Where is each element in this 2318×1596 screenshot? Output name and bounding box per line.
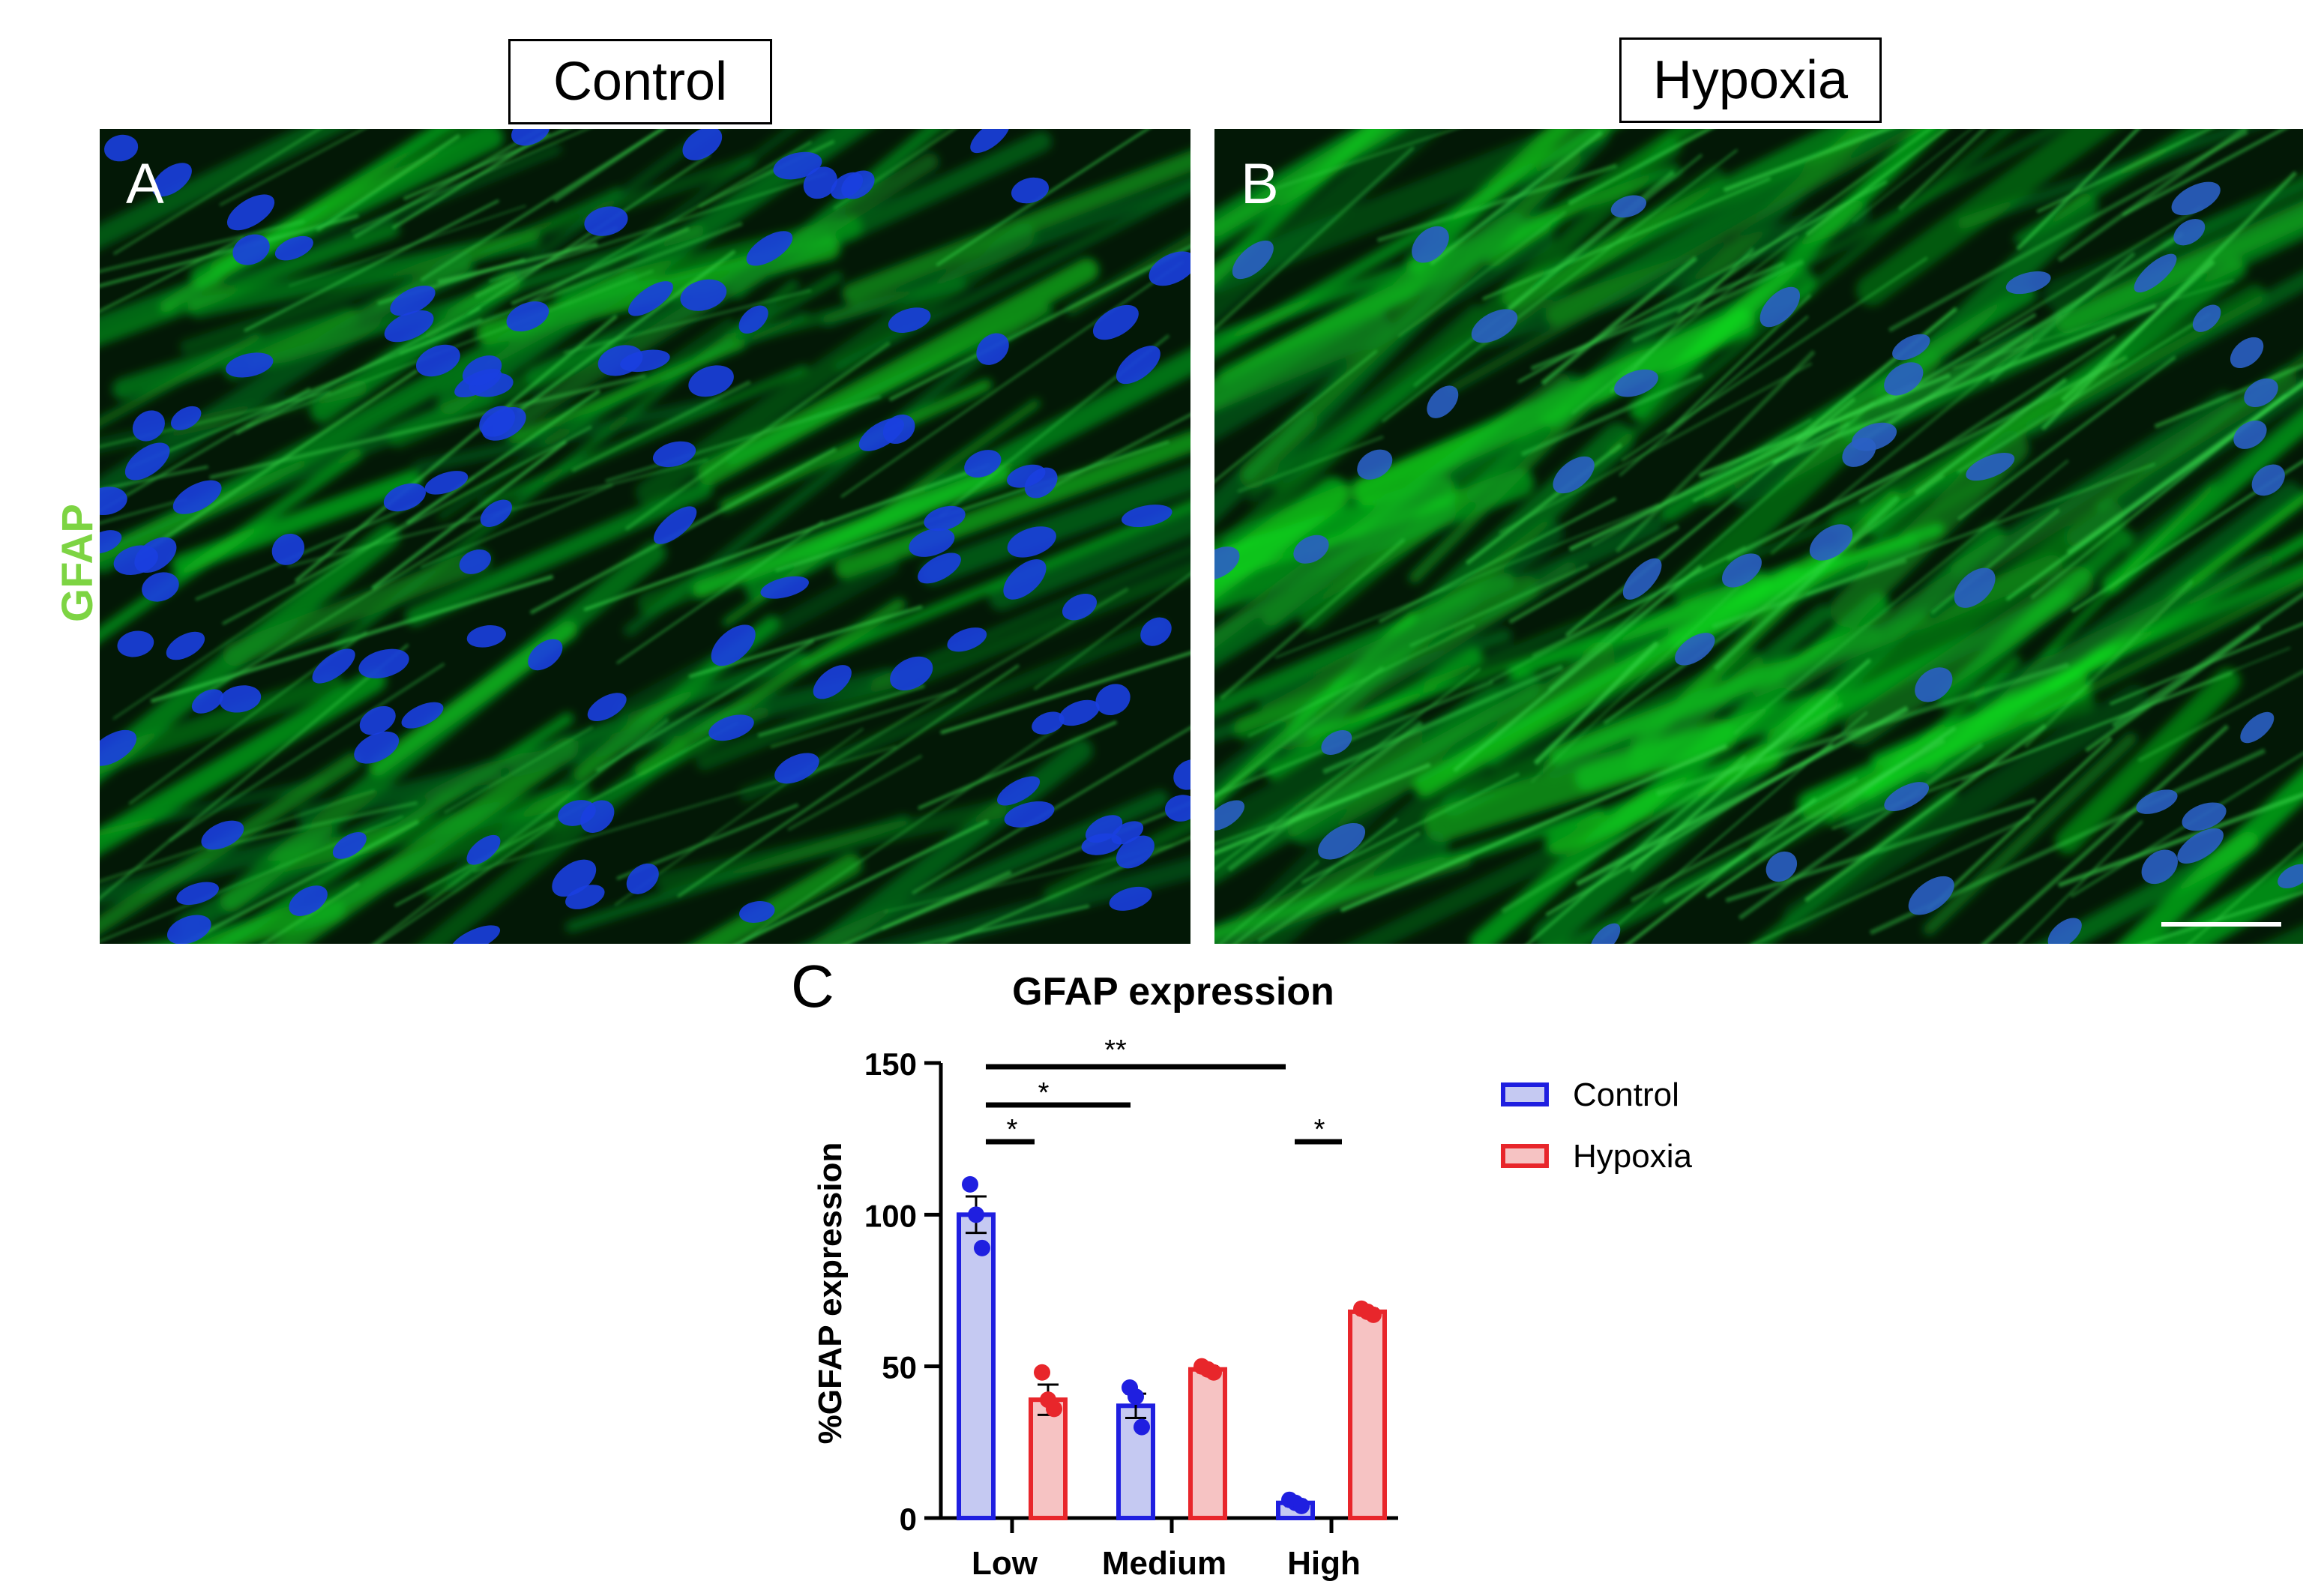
control-condition-label: Control: [508, 39, 772, 124]
data-point: [1134, 1418, 1150, 1436]
hypoxia-micrograph: B: [1214, 129, 2303, 944]
nuclei: [1214, 181, 2303, 944]
x-tick-label: High: [1287, 1545, 1361, 1582]
data-point: [968, 1206, 984, 1223]
bar-hypoxia-medium: [1188, 1367, 1227, 1520]
hypoxia-condition-label: Hypoxia: [1619, 37, 1882, 123]
x-tick-label: Low: [972, 1545, 1038, 1582]
y-axis-label: %GFAP expression: [812, 1142, 849, 1445]
data-point: [962, 1175, 978, 1193]
legend-swatch-hypoxia: [1501, 1144, 1549, 1168]
legend-label-control: Control: [1573, 1076, 1679, 1113]
data-point: [1205, 1364, 1222, 1381]
hypoxia-micrograph-image: [1214, 129, 2303, 944]
data-point: [1128, 1388, 1144, 1406]
control-micrograph-image: [100, 129, 1190, 944]
legend-label-hypoxia: Hypoxia: [1573, 1138, 1692, 1175]
x-tick-label: Medium: [1102, 1545, 1226, 1582]
data-point: [1034, 1364, 1050, 1381]
y-tick-label: 0: [900, 1502, 917, 1537]
significance-low-vs-high-label: **: [1104, 1035, 1127, 1066]
data-point: [1365, 1306, 1382, 1323]
data-point: [1046, 1400, 1062, 1418]
data-point: [1293, 1497, 1310, 1514]
significance-high-within-label: *: [1314, 1114, 1325, 1145]
significance-low-within-label: *: [1007, 1114, 1018, 1145]
gfap-row-label-text: GFAP: [53, 504, 102, 622]
scale-bar: [2161, 922, 2281, 927]
hypoxia-condition-text: Hypoxia: [1652, 50, 1849, 110]
panel-b-letter: B: [1241, 152, 1279, 216]
y-tick-label: 100: [864, 1198, 917, 1233]
y-tick-label: 150: [864, 1047, 917, 1082]
bar-hypoxia-low: [1029, 1397, 1068, 1520]
bar-hypoxia-high: [1348, 1309, 1387, 1520]
nuclei: [100, 129, 1190, 944]
bar-control-low: [957, 1212, 996, 1520]
legend-swatch-control: [1501, 1082, 1549, 1106]
data-point: [974, 1239, 990, 1256]
panel-a-letter: A: [126, 152, 164, 216]
panel-c-letter: C: [791, 953, 834, 1020]
chart-title: GFAP expression: [1012, 970, 1334, 1014]
control-micrograph: A: [100, 129, 1190, 944]
y-tick-label: 50: [882, 1350, 917, 1385]
significance-low-vs-medium-label: *: [1038, 1077, 1050, 1109]
control-condition-text: Control: [553, 52, 728, 112]
gfap-expression-chart: GFAP expression 0 50 100 150 %GFAP expression…: [812, 970, 1692, 1582]
